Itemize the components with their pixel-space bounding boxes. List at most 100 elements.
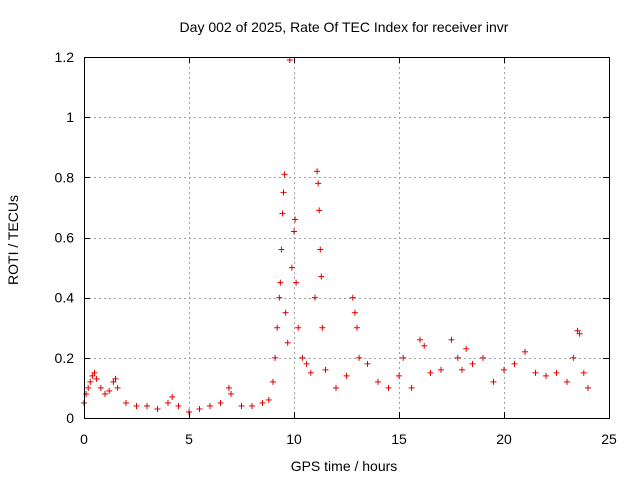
data-point xyxy=(438,366,444,373)
x-tick-label: 10 xyxy=(286,431,302,447)
data-point xyxy=(421,342,428,349)
data-point xyxy=(110,378,117,385)
data-point xyxy=(154,405,161,412)
data-point xyxy=(580,369,587,376)
data-point xyxy=(238,402,245,409)
y-tick-labels: 0 0.2 0.4 0.6 0.8 1 1.2 xyxy=(55,49,75,426)
data-point xyxy=(97,384,104,391)
data-point xyxy=(278,246,285,253)
data-point xyxy=(165,399,171,406)
data-point xyxy=(322,366,329,373)
data-point xyxy=(318,273,325,280)
y-axis-label: ROTI / TECUs xyxy=(5,195,21,285)
data-point xyxy=(316,207,323,214)
data-point xyxy=(91,369,98,376)
data-point xyxy=(364,360,371,367)
data-point xyxy=(112,375,119,382)
data-point xyxy=(469,360,476,367)
y-tick-label: 0.6 xyxy=(55,230,75,246)
data-point xyxy=(225,384,232,391)
data-point xyxy=(228,390,234,397)
data-point xyxy=(249,402,255,409)
x-tick-label: 15 xyxy=(391,431,407,447)
chart-title: Day 002 of 2025, Rate Of TEC Index for r… xyxy=(180,19,509,35)
data-point xyxy=(292,216,299,223)
data-point xyxy=(576,330,583,337)
x-tick-label: 0 xyxy=(80,431,88,447)
data-point xyxy=(511,360,518,367)
x-axis-label: GPS time / hours xyxy=(291,458,398,474)
data-point xyxy=(459,366,465,373)
data-point xyxy=(315,180,322,187)
data-point xyxy=(480,354,486,361)
data-point xyxy=(543,372,549,379)
data-point xyxy=(553,369,560,376)
data-point xyxy=(295,324,302,331)
data-point xyxy=(281,171,288,178)
data-point xyxy=(408,384,415,391)
data-point xyxy=(291,228,297,235)
y-tick-label: 1.2 xyxy=(55,49,75,65)
data-point xyxy=(299,354,306,361)
data-point xyxy=(280,189,287,196)
data-point xyxy=(314,168,321,175)
data-point xyxy=(288,264,295,271)
data-point xyxy=(585,384,591,391)
data-point xyxy=(463,345,470,352)
data-point xyxy=(427,369,434,376)
data-point xyxy=(169,393,176,400)
data-point xyxy=(454,354,461,361)
data-point xyxy=(574,327,581,334)
data-point xyxy=(354,324,360,331)
x-tick-label: 25 xyxy=(601,431,617,447)
data-point xyxy=(175,402,182,409)
data-point xyxy=(501,366,507,373)
data-point xyxy=(319,324,326,331)
x-tick-label: 5 xyxy=(185,431,193,447)
data-point xyxy=(448,336,455,343)
data-point xyxy=(351,309,358,316)
data-point xyxy=(123,399,129,406)
data-point xyxy=(274,324,281,331)
data-point xyxy=(356,354,363,361)
data-point xyxy=(385,384,392,391)
grid-lines xyxy=(84,57,609,418)
data-point xyxy=(312,294,318,301)
data-point xyxy=(570,354,577,361)
data-point xyxy=(564,378,570,385)
data-point xyxy=(270,378,276,385)
data-point xyxy=(522,348,528,355)
data-point xyxy=(102,390,108,397)
y-tick-label: 0.8 xyxy=(55,169,75,185)
data-point xyxy=(276,294,283,301)
data-points xyxy=(81,57,591,415)
data-point xyxy=(87,378,94,385)
data-point xyxy=(396,372,402,379)
data-point xyxy=(282,309,289,316)
data-point xyxy=(400,354,407,361)
data-point xyxy=(85,384,92,391)
data-point xyxy=(106,387,113,394)
data-point xyxy=(279,210,286,217)
data-point xyxy=(89,372,96,379)
data-point xyxy=(303,360,310,367)
data-point xyxy=(277,279,284,286)
data-point xyxy=(93,375,100,382)
y-tick-label: 1 xyxy=(66,109,74,125)
axis-ticks xyxy=(84,57,610,419)
data-point xyxy=(375,378,381,385)
data-point xyxy=(114,384,121,391)
data-point xyxy=(307,369,314,376)
x-tick-labels: 0 5 10 15 20 25 xyxy=(80,431,617,447)
data-point xyxy=(196,405,203,412)
data-point xyxy=(144,402,150,409)
x-tick-label: 20 xyxy=(496,431,512,447)
data-point xyxy=(333,384,339,391)
y-tick-label: 0 xyxy=(66,410,74,426)
data-point xyxy=(259,399,266,406)
data-point xyxy=(286,57,293,64)
data-point xyxy=(343,372,350,379)
data-point xyxy=(207,402,213,409)
data-point xyxy=(349,294,356,301)
